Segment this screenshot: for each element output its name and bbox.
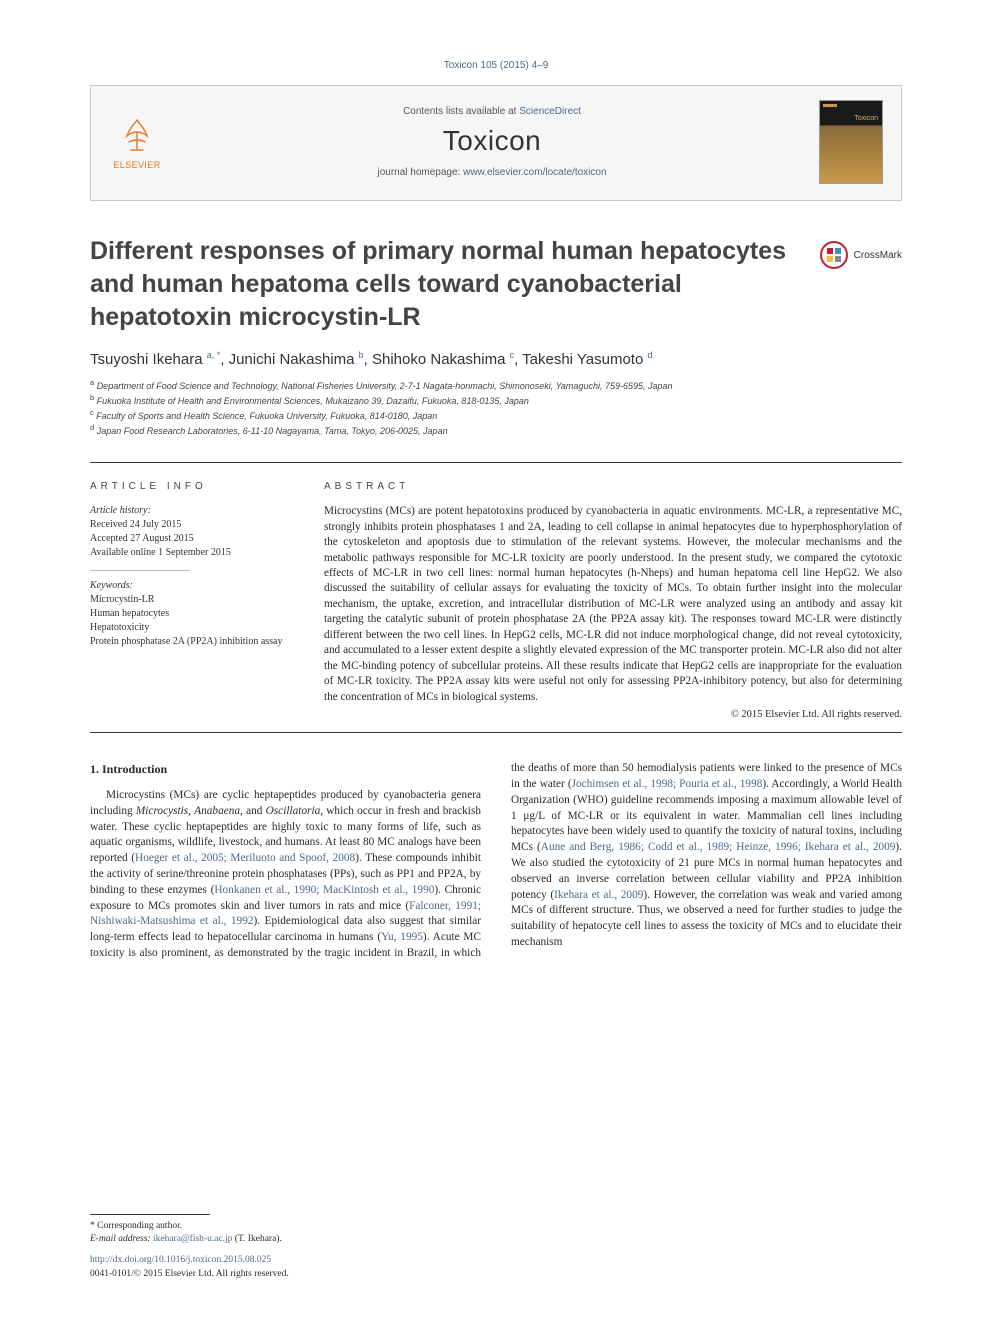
ref-link-2[interactable]: Honkanen et al., 1990; MacKintosh et al.… <box>214 884 434 896</box>
email-line: E-mail address: ikehara@fish-u.ac.jp (T.… <box>90 1233 470 1246</box>
keyword-4: Protein phosphatase 2A (PP2A) inhibition… <box>90 635 290 649</box>
sciencedirect-link[interactable]: ScienceDirect <box>519 106 581 117</box>
history-block: Article history: Received 24 July 2015 A… <box>90 504 290 560</box>
author-1-aff: a, * <box>207 350 221 360</box>
author-3[interactable]: , Shihoko Nakashima <box>364 351 510 368</box>
affiliation-a: a Department of Food Science and Technol… <box>90 378 902 393</box>
aff-b-text: Fukuoka Institute of Health and Environm… <box>97 396 529 406</box>
genus-1: Microcystis <box>136 805 188 817</box>
introduction-body: 1. Introduction Microcystins (MCs) are c… <box>90 761 902 962</box>
abstract-text: Microcystins (MCs) are potent hepatotoxi… <box>324 504 902 705</box>
email-suffix: (T. Ikehara). <box>232 1234 281 1244</box>
intro-heading: 1. Introduction <box>90 761 481 778</box>
homepage-prefix: journal homepage: <box>377 167 463 178</box>
citation-line: Toxicon 105 (2015) 4–9 <box>90 60 902 71</box>
keywords-label: Keywords: <box>90 579 290 593</box>
email-link[interactable]: ikehara@fish-u.ac.jp <box>153 1234 232 1244</box>
affiliation-d: d Japan Food Research Laboratories, 6-11… <box>90 423 902 438</box>
email-label: E-mail address: <box>90 1234 153 1244</box>
abstract-copyright: © 2015 Elsevier Ltd. All rights reserved… <box>324 709 902 720</box>
author-4-aff: d <box>648 350 653 360</box>
intro-paragraph: Microcystins (MCs) are cyclic heptapepti… <box>90 761 902 962</box>
crossmark-icon <box>820 241 848 269</box>
author-1[interactable]: Tsuyoshi Ikehara <box>90 351 207 368</box>
elsevier-tree-icon <box>115 114 159 158</box>
received-line: Received 24 July 2015 <box>90 518 290 532</box>
contents-available-line: Contents lists available at ScienceDirec… <box>183 106 801 117</box>
corresponding-author: * Corresponding author. <box>90 1220 470 1233</box>
header-center: Contents lists available at ScienceDirec… <box>183 106 801 178</box>
ref-link-1[interactable]: Hoeger et al., 2005; Meriluoto and Spoof… <box>135 852 355 864</box>
history-label: Article history: <box>90 504 290 518</box>
ref-link-5[interactable]: Jochimsen et al., 1998; Pouria et al., 1… <box>572 778 763 790</box>
article-info-header: ARTICLE INFO <box>90 481 290 492</box>
ref-link-6[interactable]: Aune and Berg, 1986; Codd et al., 1989; … <box>541 841 896 853</box>
elsevier-wordmark: ELSEVIER <box>113 160 160 170</box>
authors-line: Tsuyoshi Ikehara a, *, Junichi Nakashima… <box>90 350 902 368</box>
journal-cover-thumbnail[interactable]: Toxicon <box>819 100 883 184</box>
body-rule <box>90 732 902 733</box>
doi-link[interactable]: http://dx.doi.org/10.1016/j.toxicon.2015… <box>90 1255 271 1265</box>
footer-rule <box>90 1214 210 1215</box>
journal-homepage-line: journal homepage: www.elsevier.com/locat… <box>183 167 801 178</box>
info-divider <box>90 570 190 571</box>
journal-header-box: ELSEVIER Contents lists available at Sci… <box>90 85 902 201</box>
aff-c-text: Faculty of Sports and Health Science, Fu… <box>96 411 437 421</box>
ref-link-4[interactable]: Yu, 1995 <box>381 931 423 943</box>
affiliations-block: a Department of Food Science and Technol… <box>90 378 902 438</box>
keyword-2: Human hepatocytes <box>90 607 290 621</box>
title-row: Different responses of primary normal hu… <box>90 235 902 334</box>
accepted-line: Accepted 27 August 2015 <box>90 532 290 546</box>
author-2[interactable]: , Junichi Nakashima <box>220 351 358 368</box>
abstract-header: ABSTRACT <box>324 481 902 492</box>
crossmark-label: CrossMark <box>854 250 902 261</box>
aff-d-text: Japan Food Research Laboratories, 6-11-1… <box>97 426 448 436</box>
genus-2: Anabaena <box>194 805 240 817</box>
contents-prefix: Contents lists available at <box>403 106 519 117</box>
cover-label: Toxicon <box>854 115 878 122</box>
affiliation-b: b Fukuoka Institute of Health and Enviro… <box>90 393 902 408</box>
t: , and <box>240 805 266 817</box>
article-title: Different responses of primary normal hu… <box>90 235 800 334</box>
elsevier-logo[interactable]: ELSEVIER <box>109 114 165 170</box>
abstract-column: ABSTRACT Microcystins (MCs) are potent h… <box>324 481 902 720</box>
crossmark-widget[interactable]: CrossMark <box>820 241 902 269</box>
footer-block: * Corresponding author. E-mail address: … <box>90 1214 470 1281</box>
author-4[interactable]: , Takeshi Yasumoto <box>514 351 647 368</box>
info-abstract-row: ARTICLE INFO Article history: Received 2… <box>90 462 902 720</box>
affiliation-c: c Faculty of Sports and Health Science, … <box>90 408 902 423</box>
ref-link-7[interactable]: Ikehara et al., 2009 <box>554 889 643 901</box>
homepage-link[interactable]: www.elsevier.com/locate/toxicon <box>463 167 606 178</box>
aff-a-text: Department of Food Science and Technolog… <box>97 381 673 391</box>
article-info-column: ARTICLE INFO Article history: Received 2… <box>90 481 290 720</box>
keyword-3: Hepatotoxicity <box>90 621 290 635</box>
online-line: Available online 1 September 2015 <box>90 546 290 560</box>
issn-line: 0041-0101/© 2015 Elsevier Ltd. All right… <box>90 1268 470 1281</box>
keyword-1: Microcystin-LR <box>90 593 290 607</box>
genus-3: Oscillatoria <box>266 805 321 817</box>
keywords-block: Keywords: Microcystin-LR Human hepatocyt… <box>90 579 290 649</box>
journal-name: Toxicon <box>183 125 801 157</box>
